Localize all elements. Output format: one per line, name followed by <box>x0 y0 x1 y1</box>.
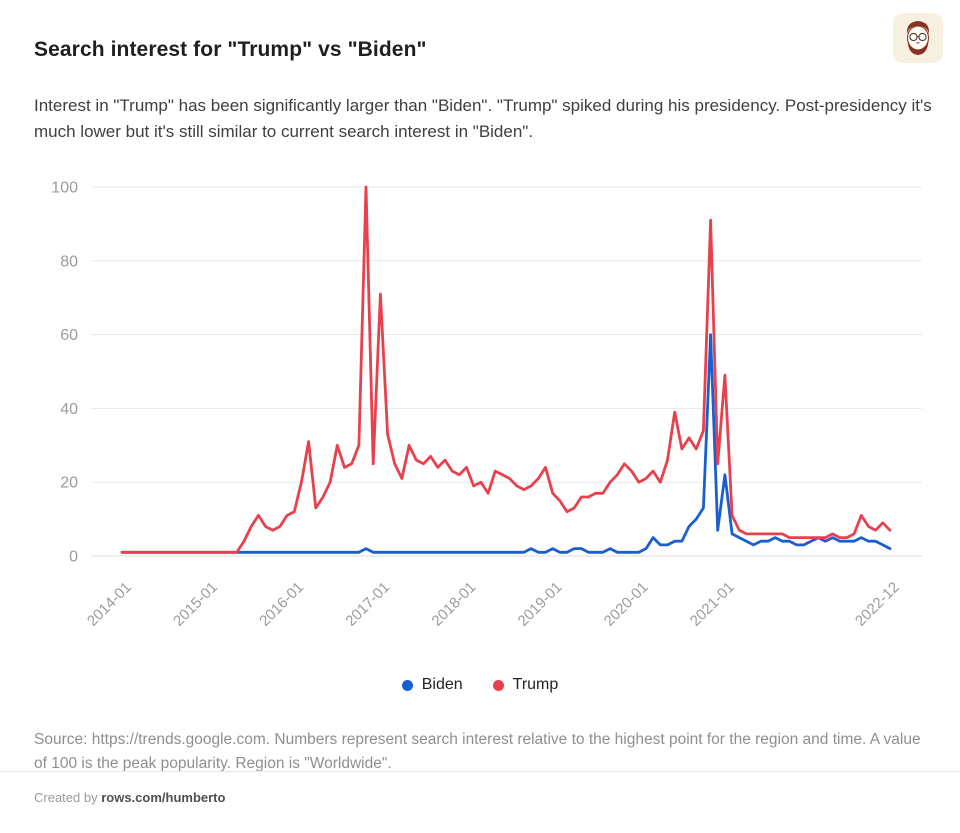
legend-label: Biden <box>421 676 463 693</box>
chart-description: Interest in "Trump" has been significant… <box>34 96 932 141</box>
bearded-man-avatar-icon <box>893 13 943 63</box>
trend-chart-svg: 0 20 40 60 80 100 2014-01 2015-01 2016-01 2017-01… <box>51 180 922 630</box>
y-axis-tick-label: 0 <box>69 549 78 566</box>
created-by-label: Created by <box>34 790 102 805</box>
page-title: Search interest for "Trump" vs "Biden" <box>34 38 427 62</box>
x-axis-tick-label: 2021-01 <box>687 579 738 630</box>
footer: Created by rows.com/humberto <box>34 790 225 805</box>
x-axis-tick-label: 2016-01 <box>256 579 307 630</box>
footer-divider <box>0 771 960 772</box>
y-axis-tick-label: 60 <box>60 327 78 344</box>
y-axis-tick-label: 100 <box>51 180 78 197</box>
x-axis-tick-label: 2020-01 <box>601 579 652 630</box>
x-axis-tick-label: 2018-01 <box>428 579 479 630</box>
legend-item-biden[interactable]: Biden <box>401 676 463 694</box>
author-avatar[interactable] <box>893 13 943 63</box>
y-axis-tick-label: 80 <box>60 253 78 270</box>
trend-chart: 0 20 40 60 80 100 2014-01 2015-01 2016-01 2017-01… <box>0 172 960 654</box>
x-axis-tick-label: 2015-01 <box>170 579 221 630</box>
source-note: Source: https://trends.google.com. Numbe… <box>34 730 921 772</box>
series-line-biden <box>120 333 892 554</box>
legend-dot-trump <box>492 679 504 691</box>
y-axis-tick-label: 20 <box>60 475 78 492</box>
x-axis-tick-label: 2017-01 <box>342 579 393 630</box>
legend-item-trump[interactable]: Trump <box>492 676 559 694</box>
chart-legend: Biden Trump <box>0 676 960 694</box>
x-axis-tick-label: 2022-12 <box>852 579 903 630</box>
series-line-trump <box>120 185 892 554</box>
author-link[interactable]: rows.com/humberto <box>101 790 226 805</box>
legend-label: Trump <box>512 676 559 693</box>
legend-dot-biden <box>401 679 413 691</box>
y-axis-tick-label: 40 <box>60 401 78 418</box>
x-axis-tick-label: 2014-01 <box>84 579 135 630</box>
x-axis-tick-label: 2019-01 <box>515 579 566 630</box>
